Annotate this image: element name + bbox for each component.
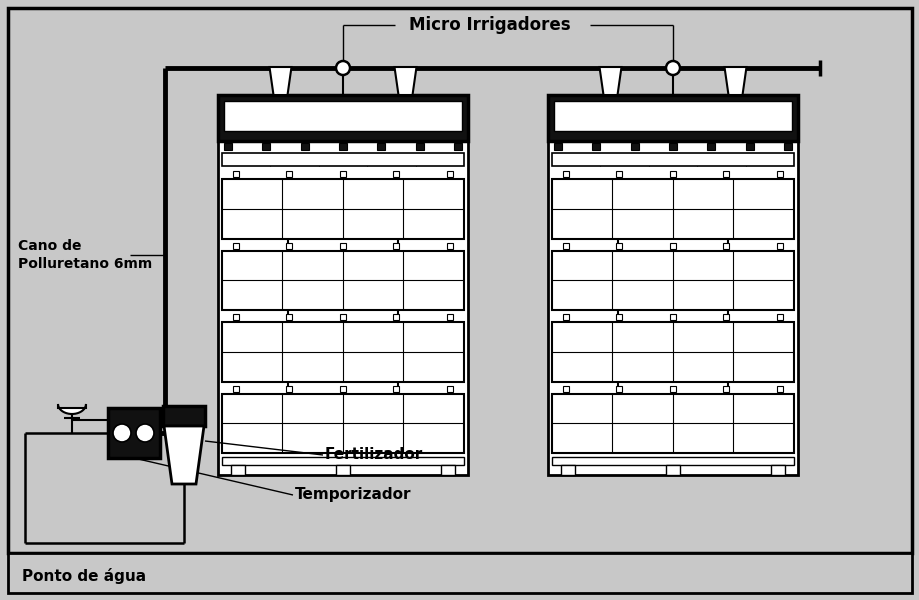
Bar bbox=[218, 95, 468, 475]
Bar bbox=[722, 314, 729, 320]
Bar bbox=[722, 242, 729, 248]
Bar bbox=[223, 143, 232, 150]
Bar bbox=[223, 101, 461, 131]
Bar bbox=[668, 143, 676, 150]
Text: Cano de
Polluretano 6mm: Cano de Polluretano 6mm bbox=[18, 239, 152, 271]
Circle shape bbox=[665, 61, 679, 75]
Bar bbox=[221, 153, 463, 166]
Bar bbox=[415, 143, 424, 150]
Bar bbox=[745, 143, 753, 150]
Bar bbox=[551, 322, 793, 382]
Bar bbox=[616, 314, 622, 320]
Polygon shape bbox=[164, 426, 204, 484]
Bar bbox=[562, 242, 568, 248]
Bar bbox=[340, 314, 346, 320]
Polygon shape bbox=[599, 67, 621, 95]
Bar bbox=[669, 171, 675, 177]
Bar bbox=[340, 385, 346, 391]
Polygon shape bbox=[58, 404, 85, 414]
Bar bbox=[233, 385, 239, 391]
Bar bbox=[340, 242, 346, 248]
Bar bbox=[553, 101, 791, 131]
Bar bbox=[665, 465, 679, 475]
Bar bbox=[707, 143, 715, 150]
Bar bbox=[551, 251, 793, 310]
Bar bbox=[233, 171, 239, 177]
Bar bbox=[616, 242, 622, 248]
Bar bbox=[286, 385, 292, 391]
Bar bbox=[669, 242, 675, 248]
Polygon shape bbox=[269, 67, 291, 95]
Bar bbox=[551, 179, 793, 239]
Bar bbox=[286, 242, 292, 248]
Bar bbox=[286, 314, 292, 320]
Bar bbox=[447, 385, 452, 391]
Bar bbox=[669, 385, 675, 391]
Bar bbox=[548, 95, 797, 475]
Text: Ponto de água: Ponto de água bbox=[22, 568, 146, 584]
Bar bbox=[770, 465, 784, 475]
Bar bbox=[335, 465, 349, 475]
Bar bbox=[722, 171, 729, 177]
Bar bbox=[440, 465, 455, 475]
Polygon shape bbox=[394, 67, 416, 95]
Bar bbox=[338, 143, 346, 150]
Bar bbox=[218, 95, 468, 141]
Bar bbox=[163, 406, 205, 426]
Bar bbox=[231, 465, 244, 475]
Bar bbox=[221, 322, 463, 382]
Bar bbox=[777, 242, 782, 248]
Bar bbox=[551, 153, 793, 166]
Bar bbox=[233, 242, 239, 248]
Bar bbox=[630, 143, 638, 150]
Bar bbox=[616, 385, 622, 391]
Bar bbox=[777, 385, 782, 391]
Circle shape bbox=[335, 61, 349, 75]
Bar bbox=[453, 143, 461, 150]
Bar bbox=[393, 242, 399, 248]
Bar bbox=[221, 457, 463, 465]
Bar bbox=[393, 314, 399, 320]
Bar bbox=[340, 171, 346, 177]
Bar bbox=[233, 314, 239, 320]
Bar bbox=[301, 143, 309, 150]
Bar bbox=[722, 385, 729, 391]
Circle shape bbox=[113, 424, 130, 442]
Bar bbox=[551, 457, 793, 465]
Bar bbox=[561, 465, 574, 475]
Bar bbox=[616, 171, 622, 177]
Bar bbox=[548, 95, 797, 141]
Bar bbox=[777, 171, 782, 177]
Bar bbox=[221, 179, 463, 239]
Text: Micro Irrigadores: Micro Irrigadores bbox=[409, 16, 570, 34]
Bar bbox=[447, 171, 452, 177]
Bar bbox=[669, 314, 675, 320]
Bar bbox=[562, 171, 568, 177]
Bar bbox=[262, 143, 270, 150]
Bar bbox=[221, 251, 463, 310]
Bar bbox=[783, 143, 791, 150]
Text: Temporizador: Temporizador bbox=[295, 487, 411, 502]
Bar bbox=[377, 143, 385, 150]
Bar bbox=[553, 143, 562, 150]
Bar bbox=[393, 385, 399, 391]
Bar bbox=[108, 408, 160, 458]
Circle shape bbox=[136, 424, 153, 442]
Bar bbox=[286, 171, 292, 177]
Bar bbox=[221, 394, 463, 453]
Bar bbox=[592, 143, 600, 150]
Bar bbox=[551, 394, 793, 453]
Bar bbox=[562, 385, 568, 391]
Polygon shape bbox=[724, 67, 745, 95]
Bar bbox=[777, 314, 782, 320]
Bar bbox=[393, 171, 399, 177]
Bar bbox=[447, 242, 452, 248]
Bar bbox=[447, 314, 452, 320]
Bar bbox=[8, 553, 911, 593]
Bar bbox=[562, 314, 568, 320]
Text: Fertilizador: Fertilizador bbox=[324, 448, 423, 463]
